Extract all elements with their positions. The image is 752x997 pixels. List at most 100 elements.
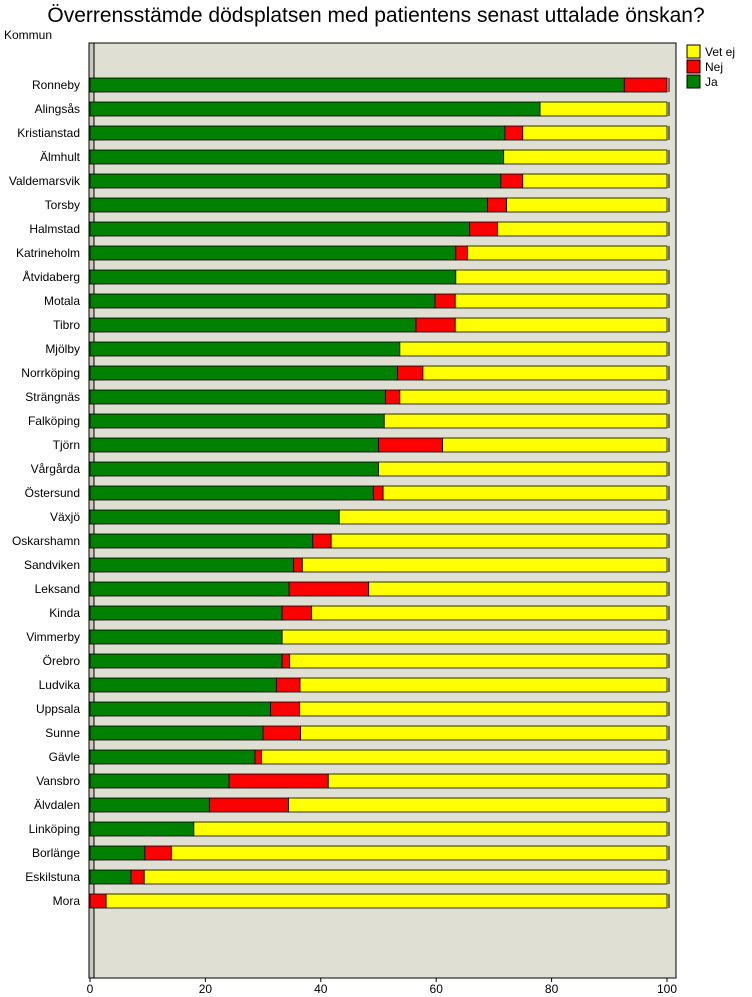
category-label: Strängnäs [25, 390, 80, 404]
bar-nej [130, 869, 145, 885]
bar-nej [312, 533, 332, 549]
bar-vet-ej [301, 557, 668, 573]
bar-ja [89, 341, 401, 357]
bar-ja [89, 677, 277, 693]
bar-vet-ej [496, 221, 668, 237]
bar-vet-ej [289, 653, 668, 669]
bar-vet-ej [506, 197, 668, 213]
bar-vet-ej [454, 293, 668, 309]
bar-vet-ej [455, 269, 668, 285]
category-label: Eskilstuna [25, 870, 80, 884]
bar-vet-ej [327, 773, 668, 789]
bar-vet-ej [539, 101, 668, 117]
x-tick-label: 100 [657, 982, 677, 996]
category-labels: Ronneby Alingsås Kristianstad Älmhult Valdem… [9, 78, 81, 908]
bar-vet-ej [170, 845, 668, 861]
bar-nej [228, 773, 329, 789]
bar-nej [434, 293, 456, 309]
category-label: Åtvidaberg [23, 269, 80, 284]
bar-vet-ej [503, 149, 668, 165]
bars [89, 77, 670, 909]
legend-label: Ja [705, 75, 718, 89]
bar-vet-ej [466, 245, 668, 261]
bar-ja [89, 533, 314, 549]
bar-vet-ej [311, 605, 668, 621]
category-label: Falköping [28, 414, 80, 428]
bar-nej [270, 701, 300, 717]
category-label: Kristianstad [17, 126, 80, 140]
bar-nej [469, 221, 498, 237]
category-label: Mora [53, 894, 81, 908]
bar-vet-ej [522, 173, 668, 189]
bar-vet-ej [330, 533, 668, 549]
bar-nej [281, 653, 291, 669]
bar-vet-ej [382, 485, 668, 501]
bar-vet-ej [399, 389, 668, 405]
bar-ja [89, 461, 379, 477]
category-label: Alingsås [35, 102, 80, 116]
bar-ja [89, 701, 272, 717]
bar-nej [254, 749, 262, 765]
bar-nej [415, 317, 456, 333]
category-label: Uppsala [36, 702, 80, 716]
bar-nej [288, 581, 370, 597]
bar-nej [275, 677, 301, 693]
bar-ja [89, 101, 541, 117]
bar-ja [89, 485, 374, 501]
bar-vet-ej [338, 509, 668, 525]
legend-label: Nej [705, 60, 723, 74]
category-axis-title: Kommun [4, 28, 53, 42]
category-label: Kinda [49, 606, 80, 620]
legend-swatch [686, 74, 701, 89]
bar-nej [144, 845, 172, 861]
category-label: Leksand [35, 582, 80, 596]
bar-vet-ej [143, 869, 668, 885]
bar-nej [487, 197, 507, 213]
bar-vet-ej [368, 581, 668, 597]
category-label: Norrköping [21, 366, 80, 380]
x-tick-label: 0 [87, 982, 94, 996]
bar-nej [262, 725, 302, 741]
category-label: Vimmerby [26, 630, 80, 644]
bar-ja [89, 797, 210, 813]
bar-ja [89, 269, 457, 285]
bar-nej [281, 605, 312, 621]
bar-vet-ej [399, 341, 668, 357]
bar-ja [89, 77, 625, 93]
legend-label: Vet ej [705, 45, 735, 59]
bar-vet-ej [281, 629, 668, 645]
category-label: Motala [44, 294, 80, 308]
bar-nej [293, 557, 303, 573]
bar-ja [89, 293, 436, 309]
bar-ja [89, 653, 283, 669]
bar-vet-ej [442, 437, 668, 453]
bar-ja [89, 437, 379, 453]
bar-ja [89, 629, 283, 645]
legend-swatch [686, 59, 701, 74]
bar-nej [385, 389, 401, 405]
legend-swatch [686, 44, 701, 59]
category-label: Halmstad [29, 222, 80, 236]
bar-nej [504, 125, 524, 141]
bar-ja [89, 821, 195, 837]
x-tick-label: 60 [430, 982, 444, 996]
bar-ja [89, 317, 417, 333]
category-label: Ludvika [39, 678, 81, 692]
bar-ja [89, 749, 256, 765]
bar-nej [209, 797, 289, 813]
x-tick-label: 80 [545, 982, 559, 996]
bar-ja [89, 581, 290, 597]
category-label: Växjö [50, 510, 80, 524]
category-label: Gävle [49, 750, 81, 764]
bar-ja [89, 197, 488, 213]
category-label: Ronneby [32, 78, 80, 92]
bar-ja [89, 221, 471, 237]
bar-vet-ej [193, 821, 668, 837]
bar-ja [89, 149, 505, 165]
bar-nej [623, 77, 668, 93]
category-label: Örebro [43, 654, 81, 668]
bar-nej [455, 245, 468, 261]
bar-nej [500, 173, 524, 189]
bar-nej [378, 437, 443, 453]
